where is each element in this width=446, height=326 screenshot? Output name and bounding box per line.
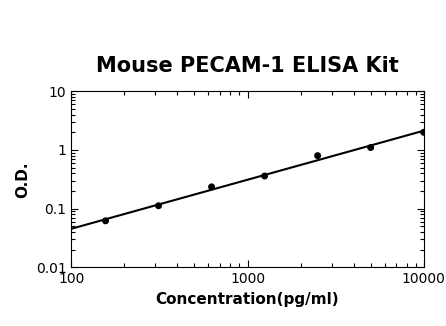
Point	[420, 130, 427, 135]
Point	[314, 153, 321, 158]
Point	[367, 145, 374, 150]
Point	[208, 184, 215, 189]
Y-axis label: O.D.: O.D.	[15, 161, 30, 198]
X-axis label: Concentration(pg/ml): Concentration(pg/ml)	[156, 292, 339, 307]
Point	[261, 173, 268, 179]
Point	[155, 203, 162, 208]
Title: Mouse PECAM-1 ELISA Kit: Mouse PECAM-1 ELISA Kit	[96, 56, 399, 76]
Point	[102, 218, 109, 223]
